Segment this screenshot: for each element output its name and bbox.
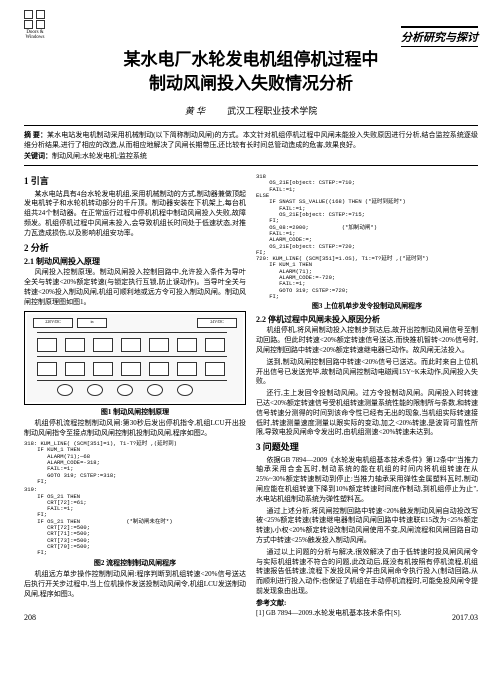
logo-label: Doors & Windows (24, 30, 46, 40)
page-number: 208 (24, 613, 36, 622)
prog-desc-1: 机组停机流程控制制动风闸:第30秒后发出停机指令,机组LCU开出投制动风闸指令至… (24, 419, 246, 439)
section-3-title: 3 问题处理 (256, 441, 478, 454)
section-1-title: 1 引言 (24, 175, 246, 188)
section-22-title: 2.2 停机过程中风闸未投入原因分析 (256, 314, 478, 325)
s21-p1: 风闸投入控制原理。制动风闸投入控制回路中,允许投入条件为导叶全关与转速<20%额… (24, 268, 246, 307)
right-column: 318 OS_21E[object: CSTEP:=710; FAIL:=1; … (256, 172, 478, 618)
title-block: 某水电厂水轮发电机组停机过程中 制动风闸投入失败情况分析 (24, 48, 478, 96)
abstract-text: 某水电站发电机制动采用机械制动(以下简称制动风闸)的方式。本文针对机组停机过程中… (24, 131, 478, 150)
keywords-label: 关键词： (24, 152, 52, 160)
fig1-caption: 图1 制动风闸控制原理 (24, 408, 246, 418)
page-footer: 208 2017.03 (24, 613, 478, 622)
s3-p2: 通过上述分析,将风闸控制回路中转速<20%触发制动风闸自动投改写被<25%额定转… (256, 507, 478, 546)
page-container: Doors & Windows 分析研究与探讨 某水电厂水轮发电机组停机过程中 … (0, 0, 502, 630)
s22-p2: 送到,制动风闸控制回路中转速<20%信号已送达。而此时来自上位机开出信号已发送完… (256, 358, 478, 387)
author-line: 黄 华 武汉工程职业技术学院 (24, 104, 478, 117)
code-block-3: 318 OS_21E[object: CSTEP:=710; FAIL:=1; … (256, 174, 478, 300)
issue-number: 2017.03 (452, 613, 478, 622)
s3-p1: 依据GB 7894—2009《水轮发电机组基本技术条件》第12条中"当推力轴承采… (256, 456, 478, 505)
prog-desc-2: 机组远方单步操作控制制动风闸:程序判断到机组转速<20%信号送达后执行开关步过程… (24, 570, 246, 599)
journal-logo: Doors & Windows (24, 10, 46, 32)
section-21-title: 2.1 制动风闸投入原理 (24, 256, 246, 267)
author-name: 黄 华 (185, 106, 205, 116)
s3-p3: 通过以上问题的分析与解决,很效解决了由于低转速时投风闸风闸令与实际机组转速不符合… (256, 548, 478, 597)
references-label: 参考文献: (256, 599, 478, 609)
code-block-1: 318: KUM_LINE( (SCM[351]=1), T1-T?延时 ,(延… (24, 441, 246, 485)
s22-p1: 机组停机,将风闸制动投入控制步到达后,故开出控制动风闸信号至制动回路。但此时转速… (256, 326, 478, 355)
s1-p1: 某水电站具有4台水轮发电机组,采用机械制动的方式,制动器兼做顶起发电机转子和水轮… (24, 190, 246, 239)
figure-1: 220V/DC in 24V/DC (24, 311, 246, 405)
title-line2: 制动风闸投入失败情况分析 (24, 72, 478, 96)
title-line1: 某水电厂水轮发电机组停机过程中 (24, 48, 478, 72)
two-column-layout: 1 引言 某水电站具有4台水轮发电机组,采用机械制动的方式,制动器兼做顶起发电机… (24, 172, 478, 618)
abstract-label: 摘 要： (24, 131, 47, 139)
figure-1-diagram: 220V/DC in 24V/DC (27, 314, 243, 402)
s22-p3: 还行,主上发回令投制动风闸。过方令投制动风闸。风闸投入时转速已达<20%额定转速… (256, 389, 478, 438)
abstract-box: 摘 要：某水电站发电机制动采用机械制动(以下简称制动风闸)的方式。本文针对机组停… (24, 125, 478, 167)
section-header: 分析研究与探讨 (401, 26, 478, 47)
left-column: 1 引言 某水电站具有4台水轮发电机组,采用机械制动的方式,制动器兼做顶起发电机… (24, 172, 246, 618)
fig3-caption: 图3 上位机单步发令投制动风闸程序 (256, 302, 478, 312)
code-block-2: 319: IF OS_21 THEN CRT[72]:=61; FAIL:=1;… (24, 487, 246, 556)
section-2-title: 2 分析 (24, 242, 246, 255)
fig2-caption: 图2 流程控制制动风闸程序 (24, 559, 246, 569)
keywords-text: 制动风闸;水轮发电机;监控系统 (52, 152, 147, 160)
author-affiliation: 武汉工程职业技术学院 (227, 106, 317, 116)
